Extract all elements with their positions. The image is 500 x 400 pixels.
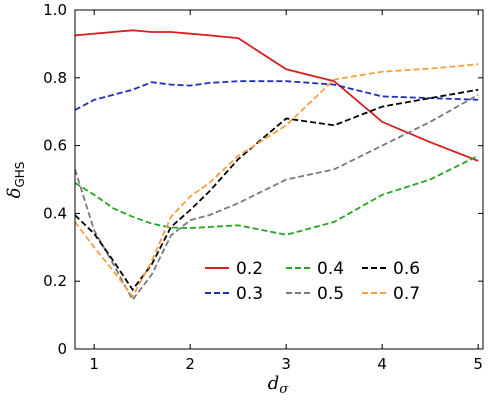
plot-frame [74,9,484,350]
x-tick-label: 5 [473,355,483,373]
legend-label: 0.3 [236,284,263,304]
series-line-0-2 [74,29,479,162]
x-axis: 1 2 3 4 5 [89,10,483,373]
legend-label: 0.4 [317,259,344,279]
legend: 0.2 0.3 0.4 0.5 0.6 0.7 [205,259,420,304]
x-tick-label: 3 [281,355,291,373]
legend-label: 0.7 [393,284,420,304]
x-tick-label: 1 [89,355,99,373]
series-line-0-6 [74,88,479,292]
y-tick-label: 0.2 [43,272,67,290]
series-line-0-5 [74,94,479,302]
legend-label: 0.2 [236,259,263,279]
plot-lines [74,29,479,302]
legend-label: 0.5 [317,284,344,304]
y-tick-label: 0.6 [43,137,67,155]
series-line-0-7 [74,63,479,299]
y-axis: 0 0.2 0.4 0.6 0.8 1.0 [43,1,483,358]
series-line-0-4 [74,154,479,236]
y-tick-label: 0.4 [43,204,67,222]
y-tick-label: 0 [57,340,67,358]
x-axis-label: dσ [268,373,290,397]
x-tick-label: 2 [185,355,195,373]
y-tick-label: 1.0 [43,1,67,19]
series-line-0-3 [74,80,479,111]
x-tick-label: 4 [377,355,387,373]
legend-label: 0.6 [393,259,420,279]
y-axis-label: δGHS [4,162,27,199]
y-tick-label: 0.8 [43,69,67,87]
